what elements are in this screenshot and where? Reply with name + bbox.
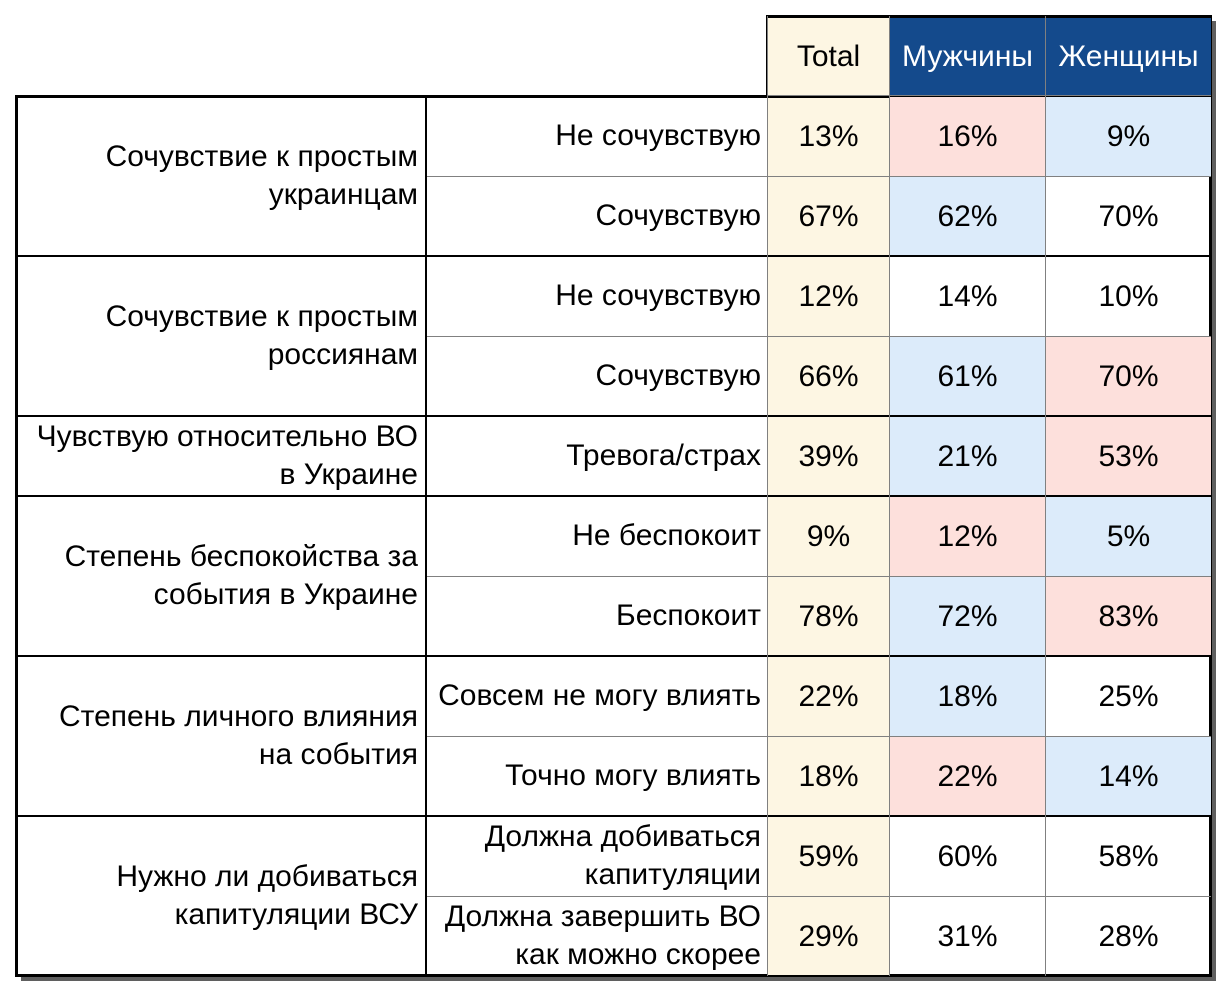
value-cell: 14%: [937, 279, 998, 313]
value-cell: 72%: [890, 577, 1045, 656]
header-divider: [767, 95, 1211, 96]
column-divider: [1045, 16, 1046, 976]
value-cell: 18%: [890, 657, 1045, 736]
column-divider: [767, 16, 768, 976]
value-cell: 62%: [890, 177, 1045, 256]
answer-label: Должна завершить ВО как можно скорее: [444, 900, 761, 971]
group-divider: [16, 655, 1211, 657]
answer-label: Совсем не могу влиять: [438, 679, 761, 712]
total-column-fill: [768, 98, 889, 975]
value-cell: 59%: [798, 839, 859, 873]
value-cell: 31%: [937, 919, 998, 953]
answer-label: Должна добиваться капитуляции: [484, 820, 761, 891]
row-divider: [426, 896, 1211, 897]
question-label: Нужно ли добиваться капитуляции ВСУ: [116, 860, 418, 931]
value-cell: 9%: [806, 519, 851, 553]
question-label: Степень беспокойства за события в Украин…: [64, 540, 418, 611]
question-label: Степень личного влияния на события: [59, 700, 418, 771]
column-header-3: Женщины: [1046, 18, 1211, 95]
group-divider: [16, 255, 1211, 257]
value-cell: 29%: [798, 919, 859, 953]
value-cell: 12%: [798, 279, 859, 313]
row-divider: [426, 576, 1211, 577]
answer-label: Тревога/страх: [566, 439, 761, 472]
answer-label: Сочувствую: [595, 359, 761, 392]
question-label: Сочувствие к простым россиянам: [105, 300, 418, 371]
row-divider: [426, 736, 1211, 737]
value-cell: 28%: [1098, 919, 1159, 953]
value-cell: 39%: [798, 439, 859, 473]
value-cell: 60%: [937, 839, 998, 873]
value-cell: 61%: [890, 337, 1045, 416]
value-cell: 9%: [1046, 97, 1211, 176]
value-cell: 13%: [798, 119, 859, 153]
value-cell: 70%: [1046, 337, 1211, 416]
answer-label: Сочувствую: [595, 199, 761, 232]
group-divider: [16, 495, 1211, 497]
column-divider: [889, 16, 890, 976]
column-header-2: Мужчины: [890, 18, 1045, 95]
value-cell: 14%: [1046, 737, 1211, 816]
value-cell: 5%: [1046, 497, 1211, 576]
answer-label: Не сочувствую: [555, 119, 761, 152]
group-divider: [16, 815, 1211, 817]
answer-label: Точно могу влиять: [505, 759, 761, 792]
value-cell: 16%: [890, 97, 1045, 176]
value-cell: 21%: [890, 417, 1045, 496]
answer-label: Не беспокоит: [572, 519, 761, 552]
value-cell: 12%: [890, 497, 1045, 576]
group-divider: [16, 415, 1211, 417]
row-divider: [426, 336, 1211, 337]
value-cell: 18%: [798, 759, 859, 793]
value-cell: 58%: [1098, 839, 1159, 873]
value-cell: 22%: [798, 679, 859, 713]
value-cell: 10%: [1098, 279, 1159, 313]
value-cell: 83%: [1046, 577, 1211, 656]
answer-label: Не сочувствую: [555, 279, 761, 312]
value-cell: 66%: [798, 359, 859, 393]
question-label: Чувствую относительно ВО в Украине: [36, 420, 418, 491]
value-cell: 70%: [1098, 199, 1159, 233]
value-cell: 78%: [798, 599, 859, 633]
value-cell: 53%: [1046, 417, 1211, 496]
question-column-divider: [425, 96, 427, 976]
column-header-1: Total: [768, 18, 889, 95]
answer-label: Беспокоит: [616, 599, 761, 632]
row-divider: [426, 176, 1211, 177]
value-cell: 67%: [798, 199, 859, 233]
value-cell: 22%: [890, 737, 1045, 816]
question-label: Сочувствие к простым украинцам: [105, 140, 418, 211]
value-cell: 25%: [1098, 679, 1159, 713]
